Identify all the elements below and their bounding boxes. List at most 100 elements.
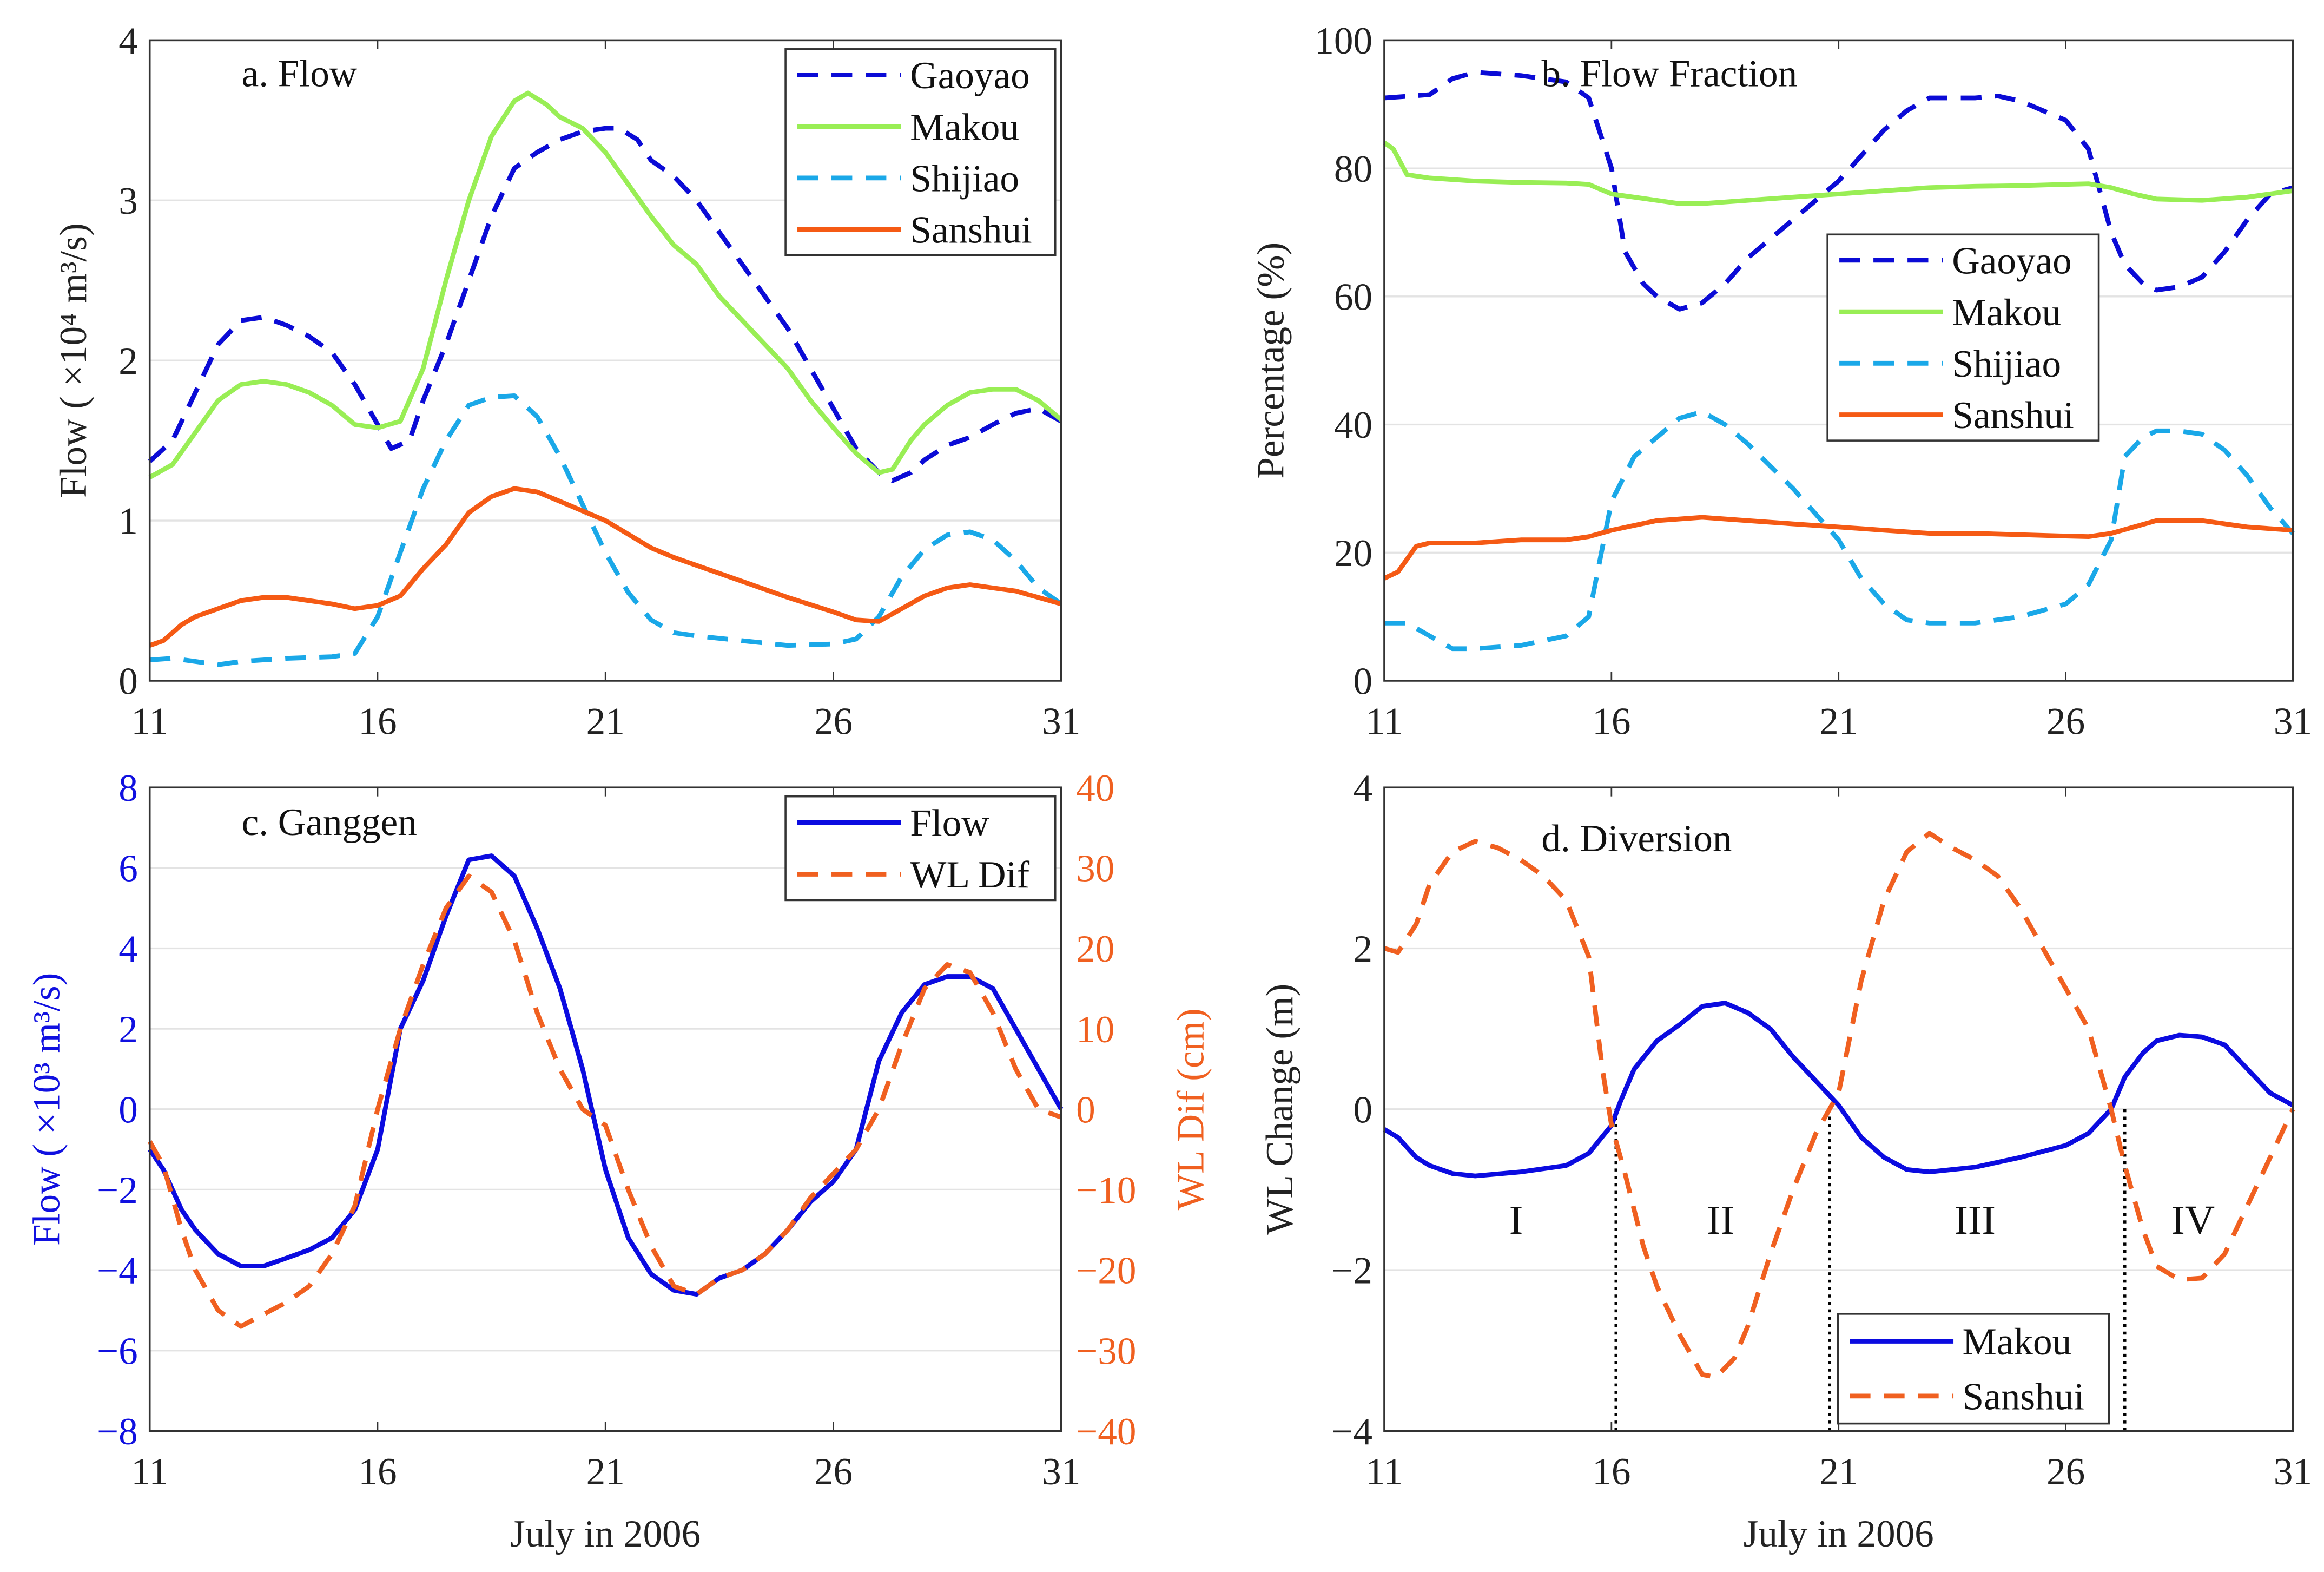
y-right-tick-label: −10 bbox=[1076, 1169, 1136, 1212]
x-tick-label: 21 bbox=[586, 1451, 625, 1493]
y-tick-label: 6 bbox=[118, 848, 138, 890]
y-tick-label: 4 bbox=[1353, 767, 1372, 810]
x-axis-label: July in 2006 bbox=[1744, 1513, 1934, 1555]
plot-frame bbox=[1383, 39, 2294, 682]
x-tick-label: 16 bbox=[358, 1451, 397, 1493]
x-tick-label: 31 bbox=[2274, 1451, 2312, 1493]
y-right-tick-label: 40 bbox=[1076, 767, 1114, 810]
y-tick-label: −8 bbox=[97, 1411, 138, 1453]
y-tick-label: 100 bbox=[1315, 20, 1372, 62]
x-tick-label: 21 bbox=[1819, 1451, 1858, 1493]
y-right-tick-label: −40 bbox=[1076, 1411, 1136, 1453]
legend-box bbox=[1826, 233, 2100, 442]
series-line-sanshui bbox=[149, 486, 1062, 648]
series-line-flow bbox=[148, 853, 1064, 1297]
legend: Gaoyao Makou Shijiao Sanshui bbox=[1826, 233, 2100, 442]
y-axis-label: Percentage (%) bbox=[1250, 242, 1292, 479]
x-tick-label: 11 bbox=[1366, 1451, 1403, 1493]
legend-label: Sanshui bbox=[1962, 1376, 2084, 1418]
series-line-sanshui bbox=[1383, 831, 2295, 1380]
x-tick-label: 31 bbox=[1042, 701, 1080, 743]
y-tick-label: 0 bbox=[1353, 661, 1372, 703]
plot-frame bbox=[148, 39, 1062, 682]
y-right-tick-label: 20 bbox=[1076, 928, 1114, 970]
y-tick-label: −6 bbox=[97, 1330, 138, 1372]
series-line-wl-dif bbox=[147, 873, 1062, 1329]
y-tick-label: 80 bbox=[1334, 148, 1372, 190]
x-tick-label: 16 bbox=[1592, 701, 1630, 743]
panel-title: b. Flow Fraction bbox=[1541, 52, 1797, 95]
y-right-tick-label: 10 bbox=[1076, 1009, 1114, 1051]
x-axis-label: July in 2006 bbox=[510, 1513, 701, 1555]
panel-b: 0 20 40 60 80 100 11 16 21 26 31 b. Flow Fraction Pe… bbox=[1250, 20, 2312, 743]
y-right-tick-label: 30 bbox=[1076, 848, 1114, 890]
legend-label: Shijiao bbox=[1952, 343, 2061, 385]
panel-title: a. Flow bbox=[242, 52, 358, 95]
legend: Makou Sanshui bbox=[1837, 1313, 2110, 1425]
legend-label: WL Dif bbox=[910, 854, 1029, 896]
legend-label: Makou bbox=[1952, 292, 2061, 334]
legend: Gaoyao Makou Shijiao Sanshui bbox=[784, 48, 1057, 256]
legend-label: Gaoyao bbox=[1952, 240, 2071, 282]
y-tick-label: 40 bbox=[1334, 404, 1372, 446]
x-tick-label: 31 bbox=[2274, 701, 2312, 743]
x-tick-label: 11 bbox=[131, 1451, 168, 1493]
panel-a: 0 1 2 3 4 11 16 21 26 31 a. Flow Flow ( ×10⁴ m³/s) G… bbox=[52, 20, 1080, 743]
y-tick-label: 0 bbox=[1353, 1089, 1372, 1131]
series-line-makou bbox=[1383, 1001, 2294, 1179]
phase-label: IV bbox=[2171, 1197, 2215, 1243]
legend-label: Flow bbox=[910, 802, 989, 844]
y-right-tick-label: −30 bbox=[1076, 1330, 1136, 1372]
series-line-makou bbox=[148, 90, 1063, 479]
x-tick-label: 11 bbox=[1366, 701, 1403, 743]
y-tick-label: 4 bbox=[118, 928, 138, 970]
y-axis-label: Flow ( ×10⁴ m³/s) bbox=[52, 223, 95, 498]
series-line-shijiao bbox=[1384, 409, 2295, 652]
panel-title: c. Ganggen bbox=[242, 801, 417, 844]
x-tick-label: 26 bbox=[814, 701, 853, 743]
series-line-makou bbox=[1383, 141, 2294, 206]
legend-box bbox=[1837, 1313, 2110, 1425]
plot-frame bbox=[1383, 786, 2294, 1432]
y-tick-label: 60 bbox=[1334, 276, 1372, 318]
x-tick-label: 26 bbox=[814, 1451, 853, 1493]
legend-label: Makou bbox=[1962, 1321, 2071, 1363]
x-tick-label: 11 bbox=[131, 701, 168, 743]
legend-label: Sanshui bbox=[1952, 394, 2074, 437]
y-tick-label: 2 bbox=[1353, 928, 1372, 970]
legend-label: Gaoyao bbox=[910, 55, 1029, 97]
legend-label: Makou bbox=[910, 106, 1019, 148]
y-tick-label: 0 bbox=[118, 1089, 138, 1131]
y-tick-label: −4 bbox=[1331, 1411, 1372, 1453]
legend: Flow WL Dif bbox=[784, 795, 1057, 902]
panel-title: d. Diversion bbox=[1541, 818, 1732, 860]
y-tick-label: 20 bbox=[1334, 532, 1372, 575]
y-axis-label: Flow ( ×10³ m³/s) bbox=[26, 973, 68, 1246]
series-line-gaoyao bbox=[148, 126, 1062, 483]
y-tick-label: 2 bbox=[118, 340, 138, 383]
y-right-tick-label: −20 bbox=[1076, 1250, 1136, 1292]
y-tick-label: 4 bbox=[118, 20, 138, 62]
phase-label: III bbox=[1954, 1197, 1996, 1243]
phase-label: I bbox=[1509, 1197, 1523, 1243]
y-right-axis-label: WL Dif (cm) bbox=[1170, 1008, 1212, 1210]
y-axis-label: WL Change (m) bbox=[1259, 984, 1301, 1235]
legend-box bbox=[784, 795, 1057, 902]
x-tick-label: 31 bbox=[1042, 1451, 1080, 1493]
series-line-shijiao bbox=[149, 393, 1063, 667]
y-tick-label: 3 bbox=[118, 180, 138, 222]
plot-frame bbox=[148, 786, 1062, 1432]
x-tick-label: 26 bbox=[2046, 701, 2085, 743]
legend-label: Sanshui bbox=[910, 209, 1032, 252]
x-tick-label: 16 bbox=[358, 701, 397, 743]
series-line-sanshui bbox=[1383, 515, 2293, 581]
y-tick-label: 8 bbox=[118, 767, 138, 810]
y-tick-label: −4 bbox=[97, 1250, 138, 1292]
x-tick-label: 26 bbox=[2046, 1451, 2085, 1493]
y-tick-label: 0 bbox=[118, 661, 138, 703]
x-tick-label: 16 bbox=[1592, 1451, 1630, 1493]
y-tick-label: 1 bbox=[118, 501, 138, 543]
y-tick-label: 2 bbox=[118, 1009, 138, 1051]
